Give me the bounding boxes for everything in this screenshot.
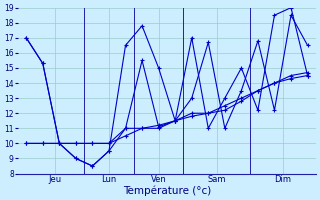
X-axis label: Température (°c): Température (°c) xyxy=(123,185,211,196)
